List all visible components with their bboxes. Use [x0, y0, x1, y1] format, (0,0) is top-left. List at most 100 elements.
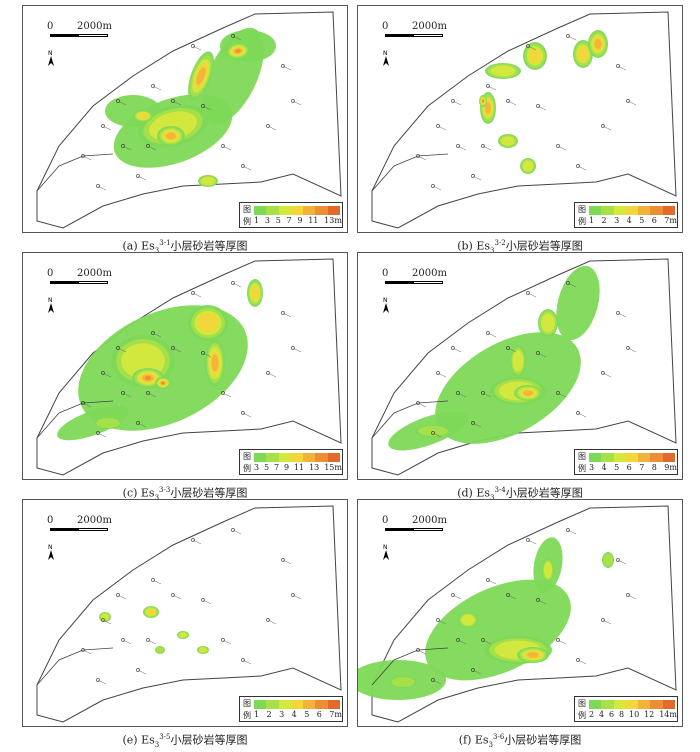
- legend-tick: 3: [589, 463, 594, 472]
- legend-tick: 5: [639, 216, 644, 225]
- thickness-contour: [461, 615, 475, 626]
- legend-swatch: [279, 206, 291, 215]
- thickness-contour: [179, 632, 187, 637]
- legend-swatch: [315, 700, 327, 709]
- legend-tick: 7m: [664, 216, 677, 225]
- legend-tick: 4: [599, 710, 604, 719]
- svg-text:N: N: [383, 544, 388, 551]
- north-arrow-icon: N: [46, 49, 56, 67]
- legend-tick: 5: [614, 463, 619, 472]
- scale-bar-graphic: [385, 528, 443, 531]
- legend-color-ramp: [254, 453, 340, 462]
- legend-title-2: 例: [578, 216, 586, 227]
- north-arrow-icon: N: [381, 49, 391, 67]
- caption-sup: 3-5: [159, 733, 170, 741]
- legend-tick: 3: [279, 710, 284, 719]
- legend-tick: 15m: [324, 463, 342, 472]
- legend-swatch: [601, 453, 613, 462]
- map-canvas[interactable]: [358, 6, 683, 233]
- legend-tick: 7: [274, 463, 279, 472]
- map-canvas[interactable]: [358, 500, 683, 727]
- caption-prefix: (f) Es: [459, 734, 489, 747]
- map-canvas[interactable]: [23, 500, 348, 727]
- legend-tick: 11: [308, 216, 318, 225]
- legend-tick: 1: [589, 216, 594, 225]
- thickness-contour: [501, 136, 515, 146]
- scale-zero: 0: [47, 21, 53, 32]
- thickness-contour: [198, 314, 219, 333]
- thickness-contour: [199, 647, 207, 652]
- legend-title-1: 图: [578, 204, 586, 215]
- thickness-contour: [603, 553, 613, 566]
- block-boundary: [37, 506, 341, 722]
- thickness-contour: [201, 177, 215, 185]
- legend-swatch: [328, 206, 340, 215]
- legend-swatch: [303, 700, 315, 709]
- legend-swatch: [254, 453, 266, 462]
- thickness-contour: [594, 39, 601, 49]
- legend-swatch: [279, 453, 291, 462]
- legend-tick: 5: [276, 216, 281, 225]
- legend-swatch: [254, 206, 266, 215]
- legend-color-ramp: [589, 700, 675, 709]
- map-canvas[interactable]: [23, 6, 348, 233]
- legend-tick: 14m: [659, 710, 677, 719]
- thickness-contour: [391, 677, 415, 687]
- legend-title-1: 图: [578, 451, 586, 462]
- map-canvas[interactable]: [358, 253, 683, 480]
- legend-tick: 7: [287, 216, 292, 225]
- legend-title-1: 图: [243, 698, 251, 709]
- legend-swatch: [266, 700, 278, 709]
- legend-swatch: [626, 206, 638, 215]
- thickness-contour: [251, 286, 259, 301]
- thickness-contour: [544, 562, 552, 578]
- legend-swatch: [650, 453, 662, 462]
- legend-swatch: [650, 206, 662, 215]
- thickness-contour: [513, 350, 524, 372]
- thickness-contour: [96, 418, 120, 428]
- legend-tick: 6: [652, 216, 657, 225]
- thickness-contour: [145, 376, 151, 380]
- legend-swatch: [626, 700, 638, 709]
- legend-tick: 4: [292, 710, 297, 719]
- thickness-contour: [578, 47, 588, 62]
- legend-tick: 10: [629, 710, 639, 719]
- caption-sup: 3-1: [159, 239, 170, 247]
- scale-zero: 0: [382, 21, 388, 32]
- legend-tick: 1: [254, 216, 259, 225]
- legend-tick: 9: [284, 463, 289, 472]
- legend-tick: 3: [614, 216, 619, 225]
- svg-text:N: N: [48, 50, 53, 57]
- scale-bar-graphic: [50, 528, 108, 531]
- thickness-contour: [166, 132, 176, 139]
- caption-sup: 3-4: [494, 486, 505, 494]
- legend-tick: 6: [609, 710, 614, 719]
- legend-swatch: [315, 206, 327, 215]
- legend-tick: 4: [602, 463, 607, 472]
- thickness-contour: [482, 100, 484, 102]
- caption-prefix: (c) Es: [123, 487, 155, 500]
- caption-suffix: 小层砂岩等厚图: [506, 240, 583, 253]
- thickness-contour: [138, 113, 148, 119]
- legend-swatch: [328, 700, 340, 709]
- legend-tick: 5: [264, 463, 269, 472]
- scale-distance: 2000m: [412, 268, 447, 279]
- legend-tick: 13: [309, 463, 319, 472]
- legend-swatch: [291, 453, 303, 462]
- scale-zero: 0: [382, 268, 388, 279]
- legend-title-2: 例: [243, 463, 251, 474]
- north-arrow-icon: N: [381, 296, 391, 314]
- north-arrow-icon: N: [46, 543, 56, 561]
- map-canvas[interactable]: [23, 253, 348, 480]
- legend-swatch: [254, 700, 266, 709]
- legend-swatch: [291, 700, 303, 709]
- thickness-contour: [491, 66, 515, 77]
- legend-tick: 2: [602, 216, 607, 225]
